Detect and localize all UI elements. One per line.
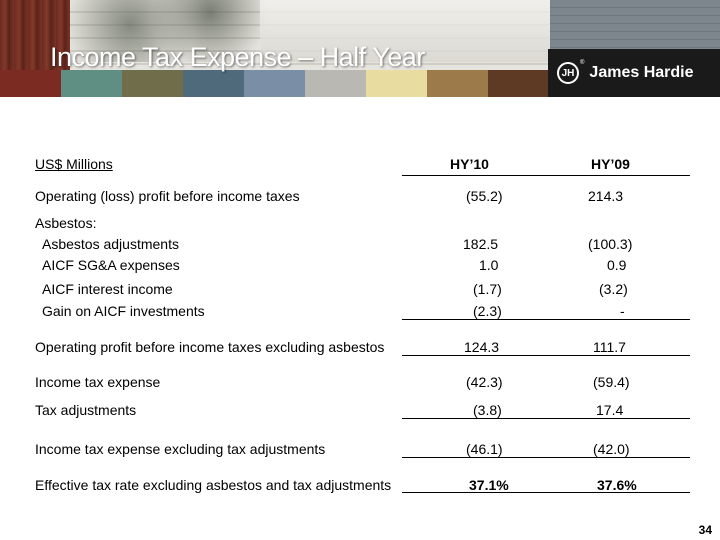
subtotal-rule	[402, 457, 690, 458]
header-banner: Income Tax Expense – Half Year JH ® Jame…	[0, 0, 720, 97]
row-col2: (59.4)	[593, 374, 630, 390]
row-label: Asbestos adjustments	[42, 236, 179, 252]
color-swatch	[366, 70, 427, 97]
header-col1: HY’10	[450, 156, 489, 172]
row-col1: (42.3)	[466, 374, 503, 390]
table-row: Effective tax rate excluding asbestos an…	[0, 476, 720, 494]
color-swatch	[183, 70, 244, 97]
row-label: Operating (loss) profit before income ta…	[35, 188, 300, 204]
total-rule	[402, 492, 690, 493]
row-col1: 182.5	[463, 236, 499, 252]
header-label: US$ Millions	[35, 156, 113, 172]
color-swatch	[122, 70, 183, 97]
row-label: Operating profit before income taxes exc…	[35, 339, 385, 355]
row-col1: 1.0	[479, 257, 499, 273]
row-col1: (46.1)	[466, 441, 503, 457]
row-col2: 0.9	[607, 257, 627, 273]
row-col1: (1.7)	[473, 281, 502, 297]
jh-logo-icon: JH	[557, 62, 579, 84]
header-rule	[402, 175, 690, 176]
row-col2: (42.0)	[593, 441, 630, 457]
table-row: AICF SG&A expenses 1.0 0.9	[0, 256, 720, 274]
header-col2: HY’09	[591, 156, 630, 172]
row-col2: (3.2)	[599, 281, 628, 297]
table-row: Income tax expense (42.3) (59.4)	[0, 373, 720, 391]
row-col2: 111.7	[593, 339, 626, 355]
row-col1: (3.8)	[473, 402, 502, 418]
row-col2: (100.3)	[588, 236, 633, 252]
james-hardie-logo: JH ® James Hardie	[548, 49, 720, 97]
table-row: Operating profit before income taxes exc…	[0, 338, 720, 356]
row-label: Asbestos:	[35, 215, 97, 231]
row-col1: (55.2)	[466, 188, 503, 204]
subtotal-rule	[402, 319, 690, 320]
color-swatch	[244, 70, 305, 97]
table-row: Operating (loss) profit before income ta…	[0, 187, 720, 205]
table-row: Income tax expense excluding tax adjustm…	[0, 440, 720, 458]
foliage-image	[70, 0, 270, 62]
table-header-row: US$ Millions HY’10 HY’09	[0, 155, 720, 173]
house-trim-image	[260, 0, 550, 62]
row-label: Income tax expense	[35, 374, 161, 390]
page-number: 34	[698, 523, 712, 537]
slide-title: Income Tax Expense – Half Year	[50, 42, 425, 72]
row-label: Gain on AICF investments	[42, 303, 205, 319]
color-swatch	[0, 70, 61, 97]
subtotal-rule	[402, 418, 690, 419]
row-col2: 37.6%	[597, 477, 637, 493]
siding-image	[550, 0, 720, 50]
row-label: Tax adjustments	[35, 402, 137, 418]
row-col2: -	[620, 303, 625, 319]
table-row: Asbestos adjustments 182.5 (100.3)	[0, 235, 720, 253]
row-label: AICF interest income	[42, 281, 173, 297]
row-col2: 17.4	[596, 402, 624, 418]
color-swatch	[61, 70, 122, 97]
row-label: AICF SG&A expenses	[42, 257, 180, 273]
row-label: Income tax expense excluding tax adjustm…	[35, 441, 326, 457]
row-label: Effective tax rate excluding asbestos an…	[35, 477, 392, 493]
table-row: Asbestos:	[0, 214, 720, 232]
color-swatch	[488, 70, 548, 97]
table-row: AICF interest income (1.7) (3.2)	[0, 280, 720, 298]
registered-mark-icon: ®	[580, 60, 585, 66]
subtotal-rule	[402, 355, 690, 356]
table-row: Gain on AICF investments (2.3) -	[0, 302, 720, 320]
row-col1: 124.3	[464, 339, 500, 355]
color-swatch-strip	[0, 70, 548, 97]
row-col1: 37.1%	[469, 477, 509, 493]
row-col1: (2.3)	[473, 303, 502, 319]
table-row: Tax adjustments (3.8) 17.4	[0, 401, 720, 419]
color-swatch	[427, 70, 488, 97]
brand-name: James Hardie	[589, 64, 694, 81]
row-col2: 214.3	[588, 188, 624, 204]
color-swatch	[305, 70, 366, 97]
